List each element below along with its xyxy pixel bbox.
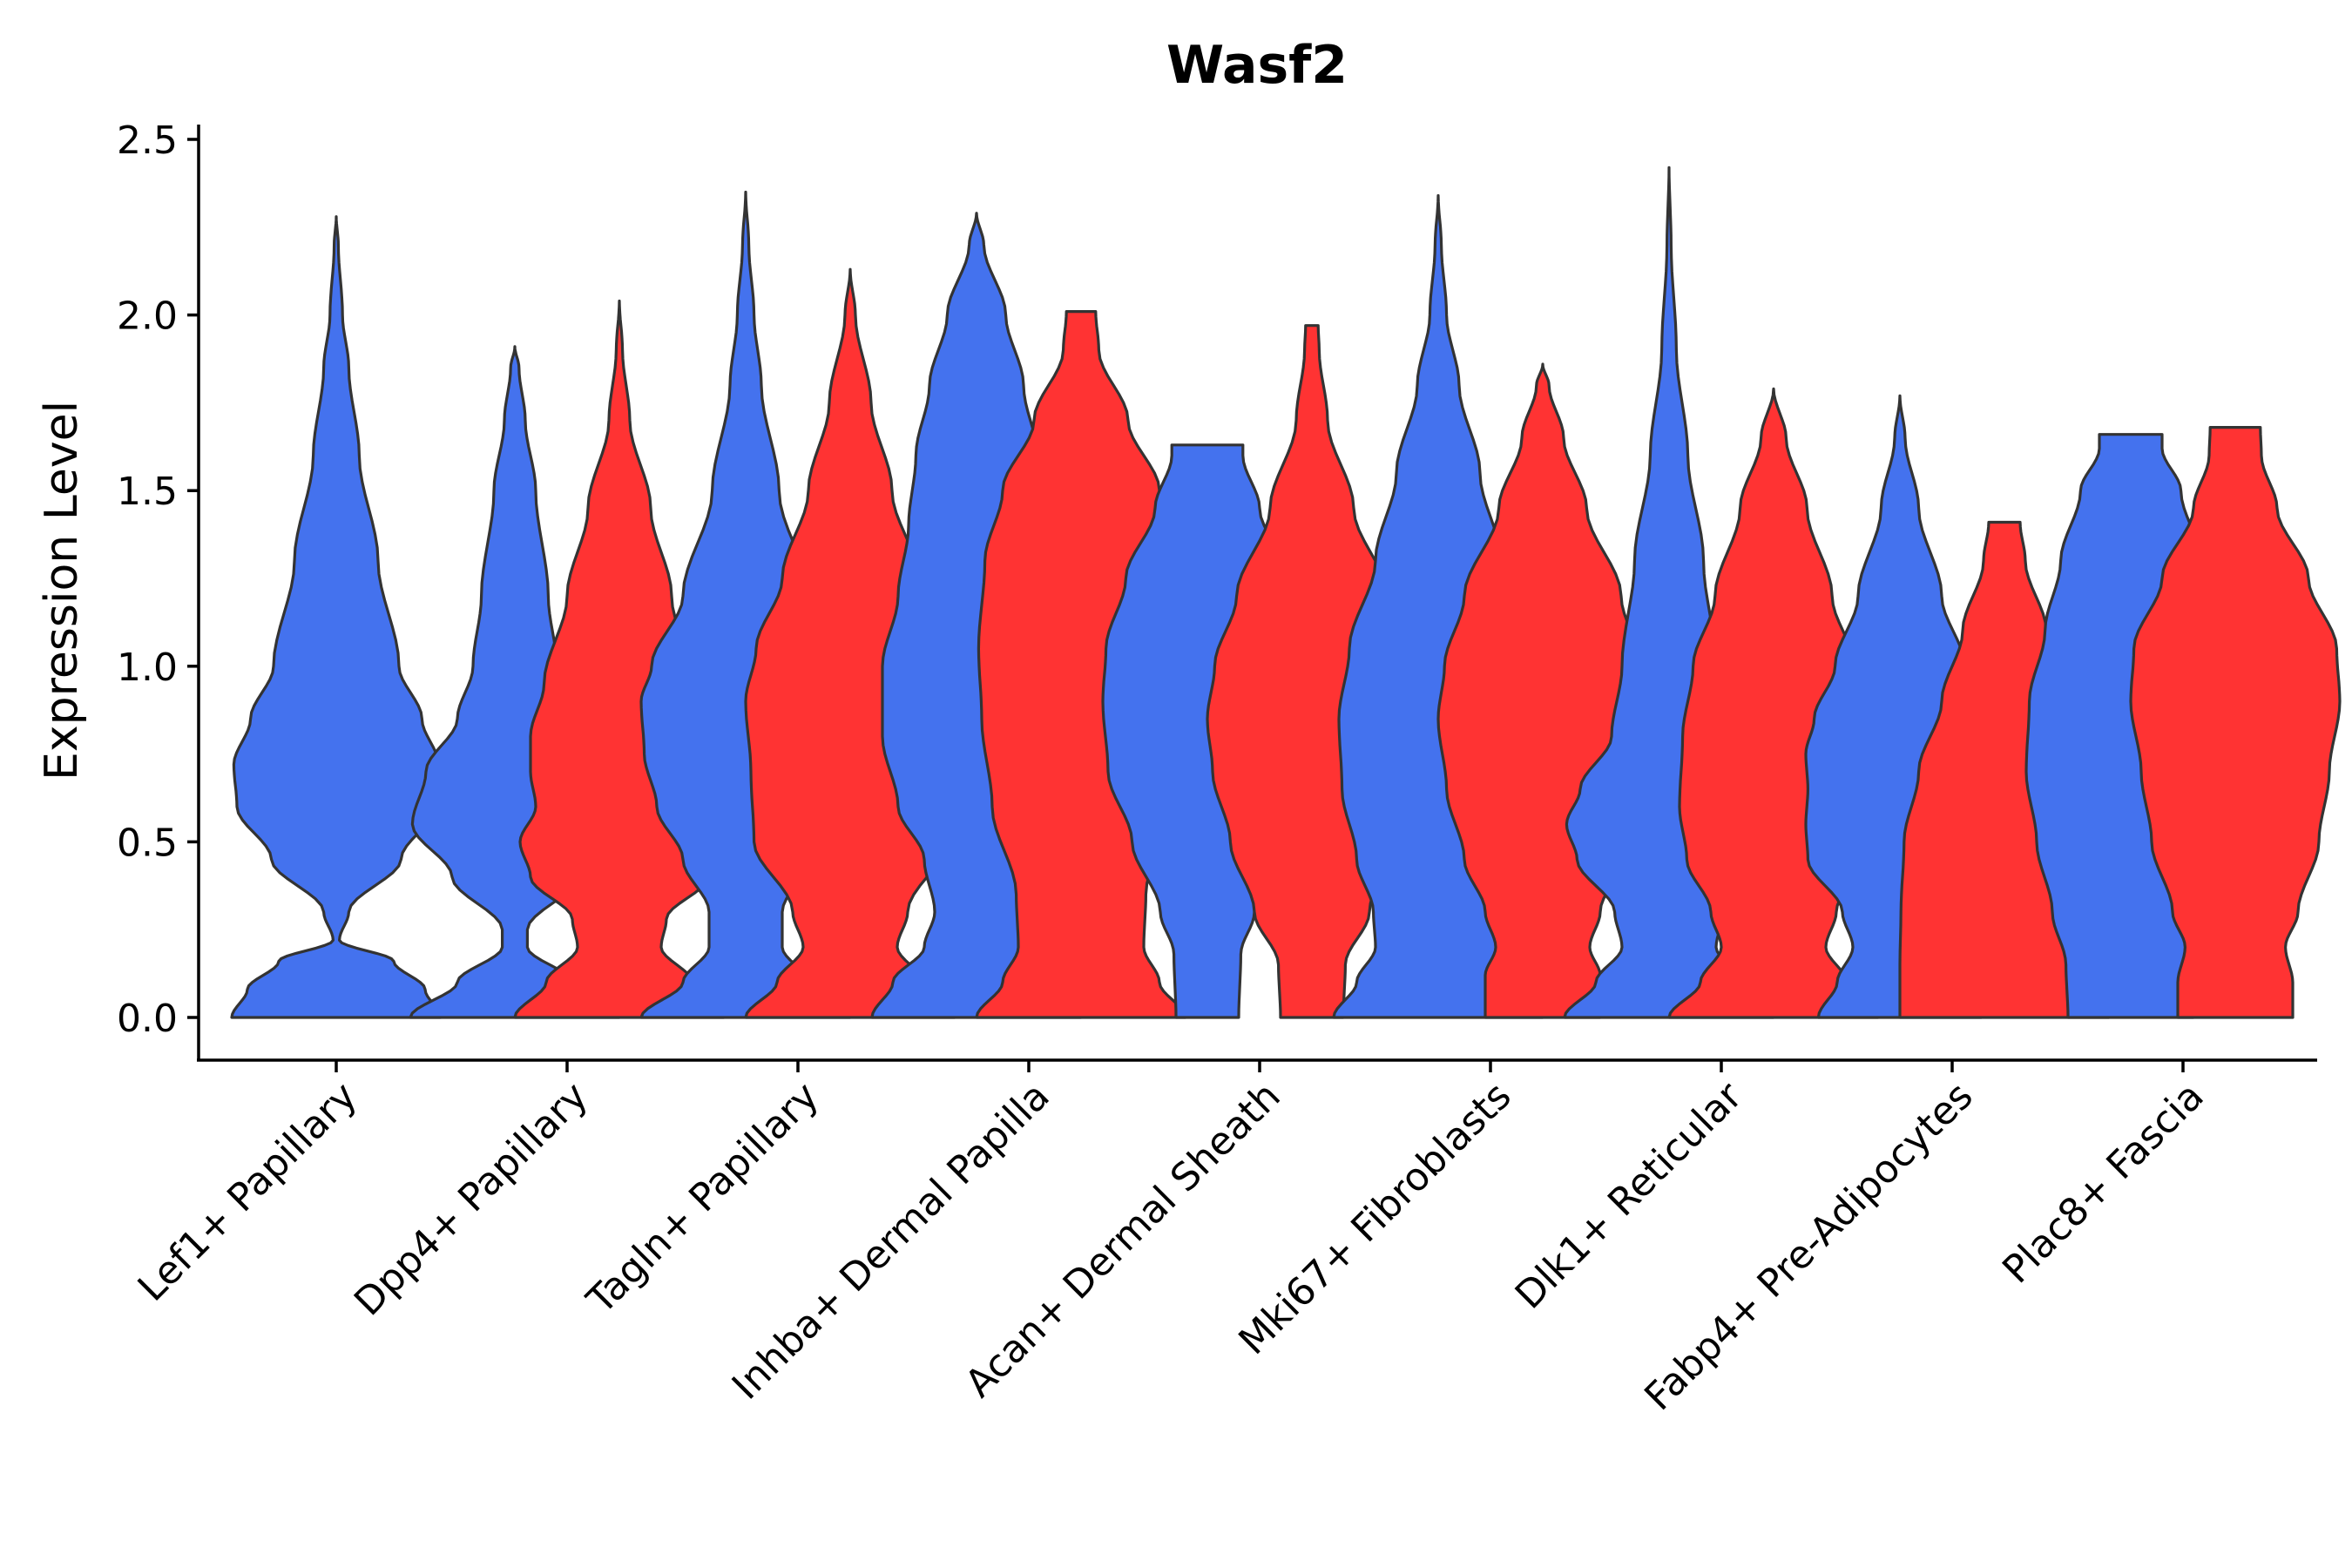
x-tick-label: Lef1+ Papillary (130, 1074, 366, 1310)
violin-group-2 (2129, 426, 2342, 1019)
y-tick-label: 1.0 (117, 645, 178, 690)
violins-layer (230, 166, 2342, 1019)
y-axis-label: Expression Level (36, 401, 88, 781)
y-tick-label: 2.5 (117, 118, 178, 163)
x-tick-label: Dlk1+ Reticular (1507, 1073, 1752, 1318)
x-tick-label: Tagln+ Papillary (578, 1074, 828, 1323)
y-tick-label: 0.5 (117, 821, 178, 865)
y-tick-label: 0.0 (117, 997, 178, 1041)
axes-layer (197, 125, 2317, 1062)
chart-title: Wasf2 (1166, 35, 1348, 96)
y-ticks: 0.0 0.5 1.0 1.5 2.0 2.5 (117, 118, 199, 1041)
violin-group-1 (230, 215, 443, 1019)
y-tick-label: 2.0 (117, 294, 178, 339)
y-tick-label: 1.5 (117, 470, 178, 514)
x-tick-label: Plac8+ Fascia (1994, 1074, 2213, 1293)
x-tick-label: Dpp4+ Papillary (346, 1074, 597, 1325)
